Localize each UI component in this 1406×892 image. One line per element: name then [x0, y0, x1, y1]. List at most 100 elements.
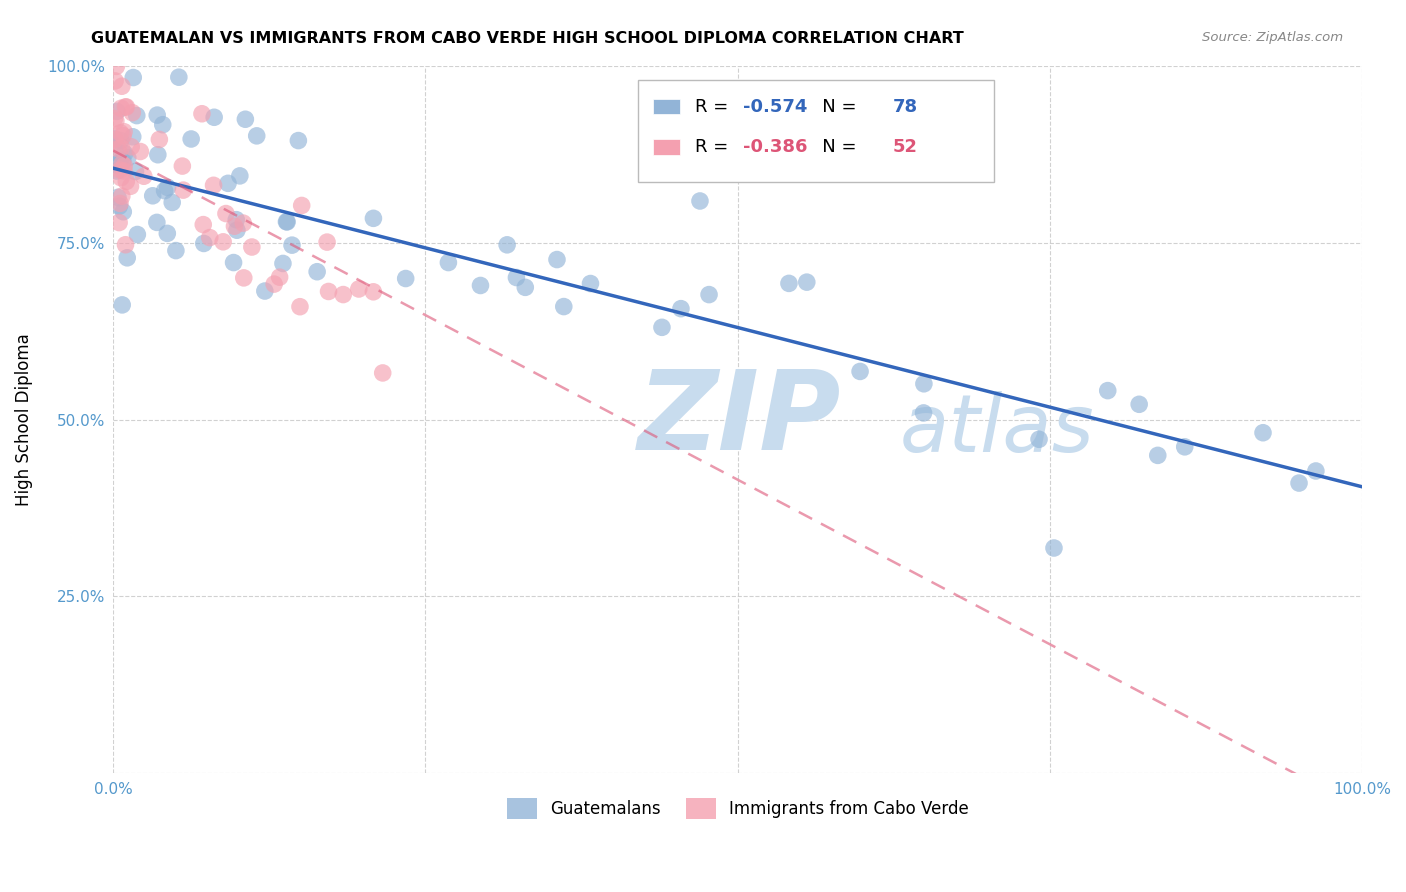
Point — [226, 223, 249, 237]
Point — [108, 163, 131, 178]
Point — [271, 256, 294, 270]
Point — [1174, 440, 1197, 454]
Point — [108, 145, 131, 160]
Point — [437, 255, 460, 269]
Point — [240, 240, 263, 254]
Point — [263, 277, 285, 291]
Legend: Guatemalans, Immigrants from Cabo Verde: Guatemalans, Immigrants from Cabo Verde — [501, 791, 976, 825]
Point — [156, 180, 179, 194]
Point — [105, 59, 128, 73]
Point — [193, 218, 215, 232]
Point — [553, 300, 575, 314]
Text: 78: 78 — [893, 97, 918, 116]
Text: GUATEMALAN VS IMMIGRANTS FROM CABO VERDE HIGH SCHOOL DIPLOMA CORRELATION CHART: GUATEMALAN VS IMMIGRANTS FROM CABO VERDE… — [91, 31, 965, 46]
Point — [111, 154, 134, 169]
Point — [212, 235, 235, 249]
Point — [104, 114, 127, 128]
Point — [152, 118, 174, 132]
Point — [104, 157, 127, 171]
Point — [1288, 476, 1310, 491]
Point — [124, 164, 146, 178]
Point — [515, 280, 537, 294]
Point — [198, 230, 221, 244]
Point — [111, 79, 134, 94]
Point — [114, 45, 136, 59]
Point — [146, 147, 169, 161]
Point — [108, 196, 131, 211]
Point — [269, 270, 291, 285]
Point — [153, 184, 176, 198]
Point — [112, 159, 135, 173]
Point — [363, 211, 385, 226]
Point — [172, 159, 194, 173]
Point — [1128, 397, 1150, 411]
Point — [217, 177, 239, 191]
Point — [114, 146, 136, 161]
Point — [121, 129, 143, 144]
Point — [105, 104, 128, 119]
Point — [156, 227, 179, 241]
Point — [104, 74, 127, 88]
Point — [470, 278, 492, 293]
Point — [395, 271, 418, 285]
Point — [110, 170, 132, 185]
Point — [104, 132, 127, 146]
Point — [111, 157, 134, 171]
Point — [160, 195, 183, 210]
Point — [778, 277, 800, 291]
Point — [276, 215, 298, 229]
Point — [232, 216, 254, 230]
Point — [107, 190, 129, 204]
Text: R =: R = — [695, 97, 734, 116]
Point — [125, 109, 148, 123]
FancyBboxPatch shape — [638, 79, 994, 182]
Point — [276, 215, 298, 229]
Point — [796, 275, 818, 289]
Point — [112, 125, 135, 139]
Point — [121, 105, 143, 120]
Point — [225, 212, 247, 227]
Point — [371, 366, 394, 380]
Text: N =: N = — [806, 138, 862, 156]
Text: atlas: atlas — [900, 391, 1095, 469]
Point — [110, 134, 132, 148]
Point — [110, 101, 132, 115]
Point — [148, 132, 170, 146]
Point — [202, 178, 225, 193]
Point — [1251, 425, 1274, 440]
Point — [112, 128, 135, 143]
FancyBboxPatch shape — [652, 139, 681, 155]
Point — [253, 284, 276, 298]
Point — [111, 189, 134, 203]
Point — [232, 271, 254, 285]
Point — [222, 255, 245, 269]
Point — [120, 179, 142, 194]
Text: Source: ZipAtlas.com: Source: ZipAtlas.com — [1202, 31, 1343, 45]
Point — [146, 215, 169, 229]
Point — [332, 287, 354, 301]
Point — [112, 204, 135, 219]
Point — [110, 126, 132, 140]
Point — [347, 282, 370, 296]
Point — [127, 227, 149, 242]
Point — [1305, 464, 1327, 478]
Point — [579, 277, 602, 291]
Point — [912, 376, 935, 391]
Point — [316, 235, 339, 249]
Point — [191, 107, 214, 121]
Point — [307, 265, 329, 279]
Text: 52: 52 — [893, 138, 918, 156]
Y-axis label: High School Diploma: High School Diploma — [15, 333, 32, 506]
Point — [318, 285, 340, 299]
Point — [117, 151, 139, 165]
Point — [669, 301, 692, 316]
Point — [281, 238, 304, 252]
Point — [505, 270, 527, 285]
Point — [246, 128, 269, 143]
Point — [1146, 449, 1168, 463]
Point — [114, 237, 136, 252]
Point — [114, 100, 136, 114]
Point — [111, 298, 134, 312]
Point — [1028, 432, 1050, 446]
Point — [224, 219, 246, 234]
